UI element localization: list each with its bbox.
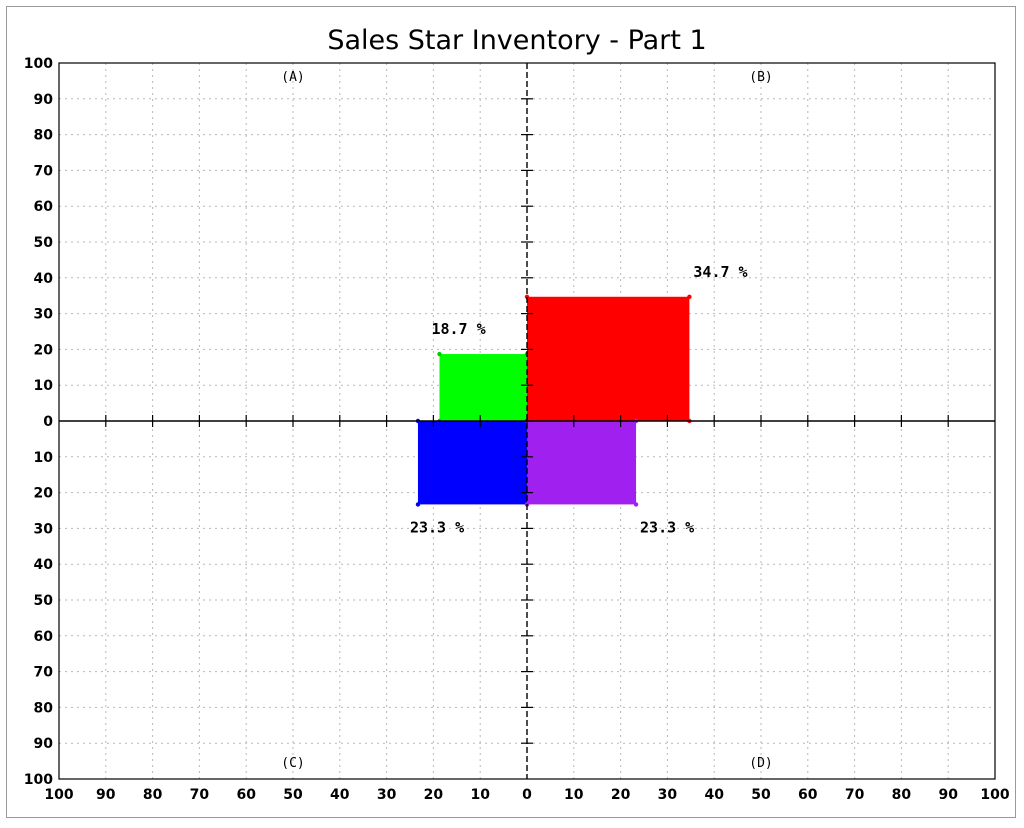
quadrant-label-d: (D) [749, 756, 772, 771]
x-tick-label: 90 [96, 787, 116, 803]
y-tick-label: 90 [34, 736, 54, 752]
bar-corner-marker [524, 294, 530, 299]
y-tick-label: 60 [34, 199, 54, 215]
quadrant-chart: Sales Star Inventory - Part 1 100 90 80 70 6… [24, 25, 1010, 803]
y-tick-label: 40 [34, 557, 54, 573]
data-label-b: 34.7 % [693, 263, 747, 281]
chart-title: Sales Star Inventory - Part 1 [327, 25, 706, 56]
x-tick-label: 100 [44, 787, 73, 803]
x-tick-label: 10 [470, 787, 490, 803]
y-tick-label: 90 [34, 92, 54, 108]
bar-corner-marker [687, 294, 692, 299]
x-tick-label: 60 [236, 787, 256, 803]
y-tick-label: 80 [34, 128, 54, 144]
x-tick-label: 20 [611, 787, 631, 803]
chart-frame: Sales Star Inventory - Part 1 100 90 80 70 6… [6, 6, 1016, 818]
x-tick-label: 30 [658, 787, 678, 803]
x-tick-label: 80 [892, 787, 912, 803]
y-tick-label: 30 [34, 307, 54, 323]
y-tick-label: 100 [24, 772, 53, 788]
data-label-d: 23.3 % [640, 518, 694, 536]
x-tick-label: 50 [283, 787, 303, 803]
x-tick-label: 90 [938, 787, 958, 803]
data-label-c: 23.3 % [410, 518, 464, 536]
y-tick-label: 70 [34, 163, 54, 179]
data-label-a: 18.7 % [431, 320, 485, 338]
y-tick-label: 50 [34, 235, 54, 251]
y-tick-label: 40 [34, 271, 54, 287]
bar-corner-marker [437, 351, 442, 357]
quadrant-bars [415, 294, 692, 507]
bar-corner-marker [415, 502, 421, 507]
x-tick-label: 40 [704, 787, 724, 803]
y-tick-label: 10 [34, 450, 54, 466]
y-tick-label: 30 [34, 521, 54, 537]
axes [59, 63, 995, 779]
y-tick-label: 20 [34, 486, 54, 502]
x-tick-label: 80 [143, 787, 163, 803]
x-tick-label: 100 [980, 787, 1009, 803]
bar-quadrant-d [527, 421, 637, 505]
quadrant-label-c: (C) [281, 756, 304, 771]
quadrant-label-b: (B) [749, 70, 772, 85]
bar-quadrant-a [439, 354, 527, 421]
y-tick-label: 80 [34, 700, 54, 716]
bar-quadrant-b [527, 296, 690, 421]
bar-corner-marker [633, 502, 639, 507]
y-tick-label: 10 [34, 378, 54, 394]
x-tick-label: 10 [564, 787, 584, 803]
x-tick-label: 50 [751, 787, 771, 803]
x-tick-label: 70 [845, 787, 865, 803]
chart-labels: 100 90 80 70 60 50 40 30 20 10 0 10 20 30 40 50 60 70 80 90… [24, 56, 1010, 803]
bar-quadrant-c [417, 421, 527, 505]
x-tick-label: 20 [424, 787, 444, 803]
x-tick-label: 0 [522, 787, 532, 803]
x-tick-label: 30 [377, 787, 397, 803]
y-tick-label: 60 [34, 629, 54, 645]
y-tick-label: 20 [34, 342, 54, 358]
plot-border [58, 62, 996, 780]
y-tick-label: 100 [24, 56, 53, 72]
x-tick-label: 70 [190, 787, 210, 803]
y-tick-label: 0 [43, 414, 53, 430]
y-tick-label: 50 [34, 593, 54, 609]
quadrant-label-a: (A) [281, 70, 304, 85]
x-tick-label: 60 [798, 787, 818, 803]
x-tick-label: 40 [330, 787, 350, 803]
y-tick-label: 70 [34, 665, 54, 681]
